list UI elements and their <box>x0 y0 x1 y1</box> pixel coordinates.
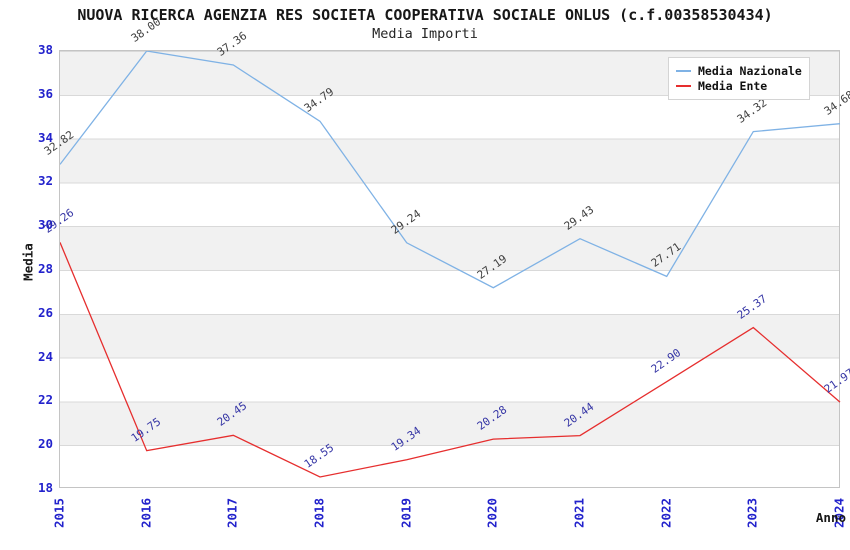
series-lines <box>60 51 841 478</box>
y-tick-label: 38 <box>37 42 53 58</box>
plot-area <box>59 50 841 488</box>
y-tick-label: 18 <box>37 480 53 496</box>
legend-item: Media Nazionale <box>676 64 802 78</box>
x-tick-label: 2020 <box>484 497 500 529</box>
y-tick-label: 30 <box>37 217 53 233</box>
chart-title: NUOVA RICERCA AGENZIA RES SOCIETA COOPER… <box>77 6 773 24</box>
x-tick-label: 2023 <box>744 497 760 529</box>
y-tick-label: 22 <box>37 392 53 408</box>
x-tick-label: 2015 <box>51 497 67 529</box>
series-line-0 <box>60 51 841 289</box>
x-tick-label: 2016 <box>138 497 154 529</box>
y-tick-label: 32 <box>37 173 53 189</box>
chart-subtitle: Media Importi <box>372 26 478 42</box>
legend-swatch-icon <box>676 69 691 72</box>
y-tick-label: 26 <box>37 304 53 320</box>
x-tick-label: 2017 <box>224 497 240 529</box>
legend-label: Media Nazionale <box>698 63 802 78</box>
legend-swatch-icon <box>676 85 691 88</box>
x-axis-title: Anno <box>815 510 846 525</box>
x-tick-label: 2021 <box>571 497 587 529</box>
legend-item: Media Ente <box>676 79 802 93</box>
y-tick-label: 34 <box>37 129 53 145</box>
legend-label: Media Ente <box>698 79 768 94</box>
legend: Media Nazionale Media Ente <box>668 57 810 100</box>
y-tick-label: 24 <box>37 348 53 364</box>
x-tick-label: 2018 <box>311 497 327 529</box>
series-line-1 <box>60 242 841 478</box>
y-tick-label: 28 <box>37 261 53 277</box>
x-tick-label: 2019 <box>398 497 414 529</box>
y-tick-label: 36 <box>37 85 53 101</box>
y-tick-label: 20 <box>37 436 53 452</box>
x-tick-label: 2022 <box>658 497 674 529</box>
